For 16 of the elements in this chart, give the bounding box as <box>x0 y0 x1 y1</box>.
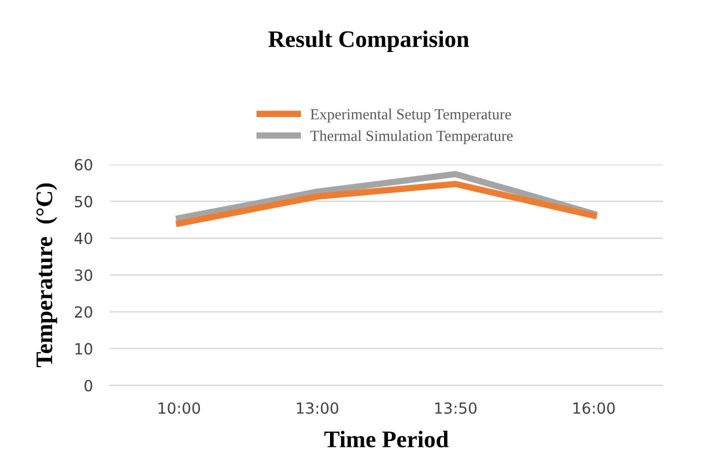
x-tick-label: 13:00 <box>296 402 338 414</box>
y-tick-label: 10 <box>75 343 92 355</box>
x-tick-label: 13:50 <box>435 402 477 414</box>
y-tick-label: 20 <box>74 306 92 318</box>
y-tick-label: 40 <box>74 232 92 244</box>
y-axis-title: Temperature (°C) <box>36 183 58 368</box>
legend-label: Thermal Simulation Temperature <box>310 130 513 144</box>
y-tick-label: 0 <box>84 380 92 392</box>
x-axis-title: Time Period <box>324 430 449 448</box>
y-tick-label: 60 <box>74 158 92 171</box>
y-tick-label: 30 <box>74 269 92 281</box>
x-tick-label: 16:00 <box>573 402 615 414</box>
legend-label: Experimental Setup Temperature <box>310 108 511 123</box>
x-tick-label: 10:00 <box>158 402 200 414</box>
y-tick-label: 50 <box>74 196 92 208</box>
chart-title: Result Comparision <box>268 30 470 52</box>
